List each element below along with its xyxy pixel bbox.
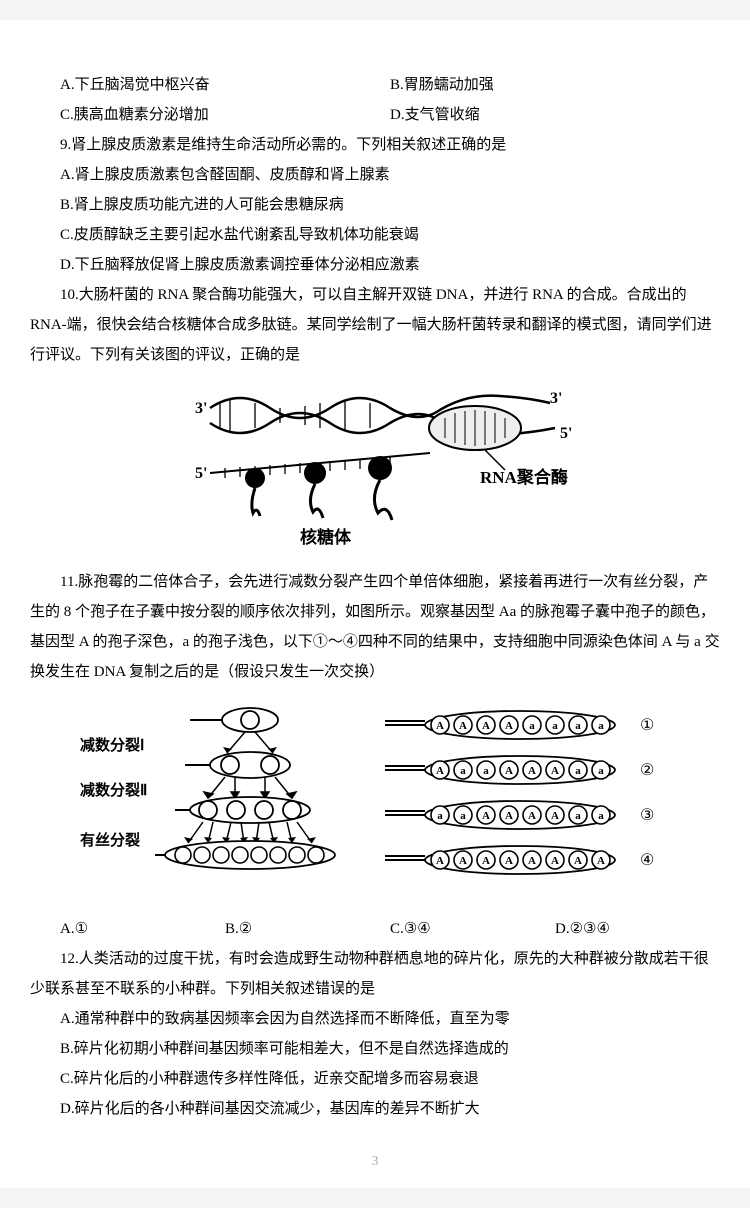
svg-text:A: A [551, 765, 559, 777]
rna-poly-leader [485, 450, 505, 470]
svg-text:A: A [482, 810, 490, 822]
q11-figure: 减数分裂Ⅰ 减数分裂Ⅱ 有丝分裂 [30, 695, 720, 906]
svg-text:a: a [552, 720, 558, 732]
svg-text:④: ④ [640, 852, 654, 869]
q11-option-c: C.③④ [390, 914, 555, 944]
dna-transcription-diagram: 3' 3' 5' RNA聚合酶 [155, 378, 595, 548]
svg-text:A: A [551, 810, 559, 822]
q8-options-row2: C.胰高血糖素分泌增加 D.支气管收缩 [30, 100, 720, 130]
svg-text:②: ② [640, 762, 654, 779]
meiosis-diagram: 减数分裂Ⅰ 减数分裂Ⅱ 有丝分裂 [75, 695, 675, 895]
svg-text:a: a [460, 810, 466, 822]
q9-stem: 9.肾上腺皮质激素是维持生命活动所必需的。下列相关叙述正确的是 [30, 130, 720, 160]
svg-text:a: a [598, 765, 604, 777]
dna-basepairs [220, 400, 370, 431]
label-mitosis: 有丝分裂 [80, 831, 140, 849]
q11-stem: 11.脉孢霉的二倍体合子，会先进行减数分裂产生四个单倍体细胞，紧接着再进行一次有… [30, 567, 720, 687]
svg-text:a: a [575, 720, 581, 732]
q12-option-c: C.碎片化后的小种群遗传多样性降低，近亲交配增多而容易衰退 [30, 1064, 720, 1094]
svg-text:a: a [460, 765, 466, 777]
svg-text:A: A [436, 765, 444, 777]
rna-polymerase-label: RNA聚合酶 [480, 467, 568, 487]
svg-text:A: A [528, 765, 536, 777]
svg-text:A: A [528, 810, 536, 822]
svg-text:③: ③ [640, 807, 654, 824]
svg-text:A: A [597, 855, 605, 867]
label-meiosis1: 减数分裂Ⅰ [80, 736, 144, 754]
svg-text:A: A [436, 720, 444, 732]
svg-text:a: a [437, 810, 443, 822]
q8-option-c: C.胰高血糖素分泌增加 [60, 100, 390, 130]
q12-option-b: B.碎片化初期小种群间基因频率可能相差大，但不是自然选择造成的 [30, 1034, 720, 1064]
svg-text:A: A [482, 720, 490, 732]
svg-text:①: ① [640, 717, 654, 734]
q9-option-b: B.肾上腺皮质功能亢进的人可能会患糖尿病 [30, 190, 720, 220]
q12-stem: 12.人类活动的过度干扰，有时会造成野生动物种群栖息地的碎片化，原先的大种群被分… [30, 944, 720, 1004]
page-number: 3 [0, 1148, 750, 1176]
svg-text:A: A [482, 855, 490, 867]
q8-option-a: A.下丘脑渴觉中枢兴奋 [60, 70, 390, 100]
svg-text:A: A [574, 855, 582, 867]
svg-text:A: A [459, 720, 467, 732]
svg-text:a: a [529, 720, 535, 732]
svg-text:a: a [598, 720, 604, 732]
svg-text:A: A [505, 855, 513, 867]
q9-option-d: D.下丘脑释放促肾上腺皮质激素调控垂体分泌相应激素 [30, 250, 720, 280]
svg-text:A: A [551, 855, 559, 867]
svg-text:A: A [505, 810, 513, 822]
q12-option-a: A.通常种群中的致病基因频率会因为自然选择而不断降低，直至为零 [30, 1004, 720, 1034]
svg-text:A: A [528, 855, 536, 867]
capsule-results: A A A Aa a a a ① Aa a A A Aa a ② a a A A A Aa a ③ A A A A A A A A ④ [385, 711, 654, 874]
q11-option-d: D.②③④ [555, 914, 720, 944]
svg-text:A: A [436, 855, 444, 867]
q10-figure: 3' 3' 5' RNA聚合酶 [30, 378, 720, 559]
svg-text:a: a [483, 765, 489, 777]
svg-text:a: a [598, 810, 604, 822]
q12-option-d: D.碎片化后的各小种群间基因交流减少，基因库的差异不断扩大 [30, 1094, 720, 1124]
q10-stem: 10.大肠杆菌的 RNA 聚合酶功能强大，可以自主解开双链 DNA，并进行 RN… [30, 280, 720, 370]
label-meiosis2: 减数分裂Ⅱ [80, 781, 147, 799]
q11-options: A.① B.② C.③④ D.②③④ [30, 914, 720, 944]
dna-strand-bottom [210, 413, 435, 433]
label-3prime-left: 3' [195, 400, 207, 417]
label-5prime-right: 5' [560, 425, 572, 442]
q8-option-d: D.支气管收缩 [390, 100, 720, 130]
exam-page: A.下丘脑渴觉中枢兴奋 B.胃肠蠕动加强 C.胰高血糖素分泌增加 D.支气管收缩… [0, 20, 750, 1188]
ribosome-group [245, 456, 392, 520]
svg-text:a: a [575, 765, 581, 777]
svg-text:A: A [505, 765, 513, 777]
svg-text:A: A [459, 855, 467, 867]
ribosome-label: 核糖体 [300, 527, 352, 547]
q9-option-c: C.皮质醇缺乏主要引起水盐代谢紊乱导致机体功能衰竭 [30, 220, 720, 250]
q9-option-a: A.肾上腺皮质激素包含醛固酮、皮质醇和肾上腺素 [30, 160, 720, 190]
q11-option-a: A.① [60, 914, 225, 944]
svg-text:A: A [505, 720, 513, 732]
svg-text:a: a [575, 810, 581, 822]
q8-options-row1: A.下丘脑渴觉中枢兴奋 B.胃肠蠕动加强 [30, 70, 720, 100]
q8-option-b: B.胃肠蠕动加强 [390, 70, 720, 100]
arrows-l2 [204, 777, 296, 798]
q11-option-b: B.② [225, 914, 390, 944]
label-3prime-right: 3' [550, 390, 562, 407]
label-5prime-left: 5' [195, 465, 207, 482]
dna-strand-top [210, 398, 435, 418]
